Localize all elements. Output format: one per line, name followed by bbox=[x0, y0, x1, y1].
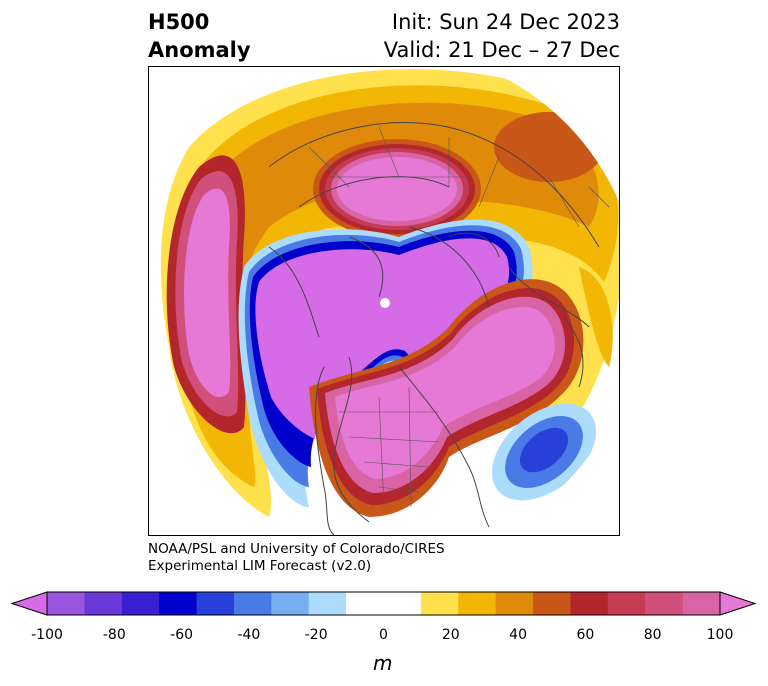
colorbar-right-extend bbox=[719, 591, 757, 616]
colorbar-bin bbox=[308, 592, 347, 615]
colorbar-border bbox=[46, 591, 721, 616]
colorbar-tick-label: -60 bbox=[170, 627, 194, 643]
colorbar-bin bbox=[458, 592, 497, 615]
colorbar-bin bbox=[47, 592, 85, 615]
colorbar-tick-label: -80 bbox=[102, 627, 126, 643]
colorbar-bin bbox=[645, 592, 684, 615]
colorbar-bins bbox=[47, 592, 721, 615]
colorbar-tick-label: 80 bbox=[643, 627, 662, 643]
atlantic-trough-3 bbox=[519, 427, 569, 473]
plot-dates: Init: Sun 24 Dec 2023 Valid: 21 Dec – 27… bbox=[384, 8, 620, 64]
title-variable: H500 bbox=[148, 10, 210, 34]
colorbar-bin bbox=[495, 592, 534, 615]
pacific-ridge-3 bbox=[184, 188, 231, 398]
colorbar-bin bbox=[420, 592, 459, 615]
colorbar-bin bbox=[607, 592, 646, 615]
borders bbox=[308, 126, 610, 508]
anomaly-map-svg bbox=[149, 67, 619, 535]
colorbar-bin bbox=[570, 592, 609, 615]
init-date: Init: Sun 24 Dec 2023 bbox=[391, 10, 620, 34]
anomaly-field bbox=[149, 67, 619, 535]
colorbar-unit: m bbox=[373, 651, 393, 675]
ne-asia-ridge bbox=[494, 112, 604, 182]
colorbar-bin bbox=[84, 592, 123, 615]
credits-model: Experimental LIM Forecast (v2.0) bbox=[148, 558, 372, 574]
north-pole-hole bbox=[380, 298, 390, 308]
eurasia-ridge-5 bbox=[337, 157, 457, 221]
colorbar-bin bbox=[383, 592, 422, 615]
colorbar-left-extend bbox=[10, 591, 48, 616]
colorbar-tick-label: 20 bbox=[441, 627, 460, 643]
colorbar-bin bbox=[533, 592, 571, 615]
colorbar-bin bbox=[233, 592, 272, 615]
colorbar-bin bbox=[346, 592, 384, 615]
positive-belt-dark-orange bbox=[206, 102, 599, 387]
europe-ridge bbox=[579, 267, 613, 367]
credits: NOAA/PSL and University of Colorado/CIRE… bbox=[148, 541, 445, 575]
colorbar-tick-label: -20 bbox=[304, 627, 328, 643]
colorbar-tick-label: 40 bbox=[509, 627, 527, 643]
colorbar-tick-label: -40 bbox=[237, 627, 261, 643]
colorbar-bin bbox=[159, 592, 198, 615]
colorbar-bin bbox=[121, 592, 160, 615]
coastlines bbox=[268, 122, 600, 535]
colorbar-tick-label: 100 bbox=[706, 627, 734, 643]
colorbar-tick-label: -100 bbox=[31, 627, 63, 643]
valid-range: Valid: 21 Dec – 27 Dec bbox=[383, 38, 620, 62]
credits-org: NOAA/PSL and University of Colorado/CIRE… bbox=[148, 541, 445, 557]
colorbar-bin bbox=[682, 592, 721, 615]
anomaly-map bbox=[148, 66, 620, 536]
colorbar-bin bbox=[271, 592, 310, 615]
colorbar-tick-label: 60 bbox=[576, 627, 595, 643]
colorbar-bin bbox=[196, 592, 235, 615]
colorbar-tick-label: 0 bbox=[379, 627, 388, 643]
title-anomaly: Anomaly bbox=[148, 38, 251, 62]
colorbar bbox=[10, 591, 757, 616]
atlantic-ridge-core bbox=[335, 307, 555, 479]
plot-title: H500 Anomaly bbox=[148, 8, 251, 64]
